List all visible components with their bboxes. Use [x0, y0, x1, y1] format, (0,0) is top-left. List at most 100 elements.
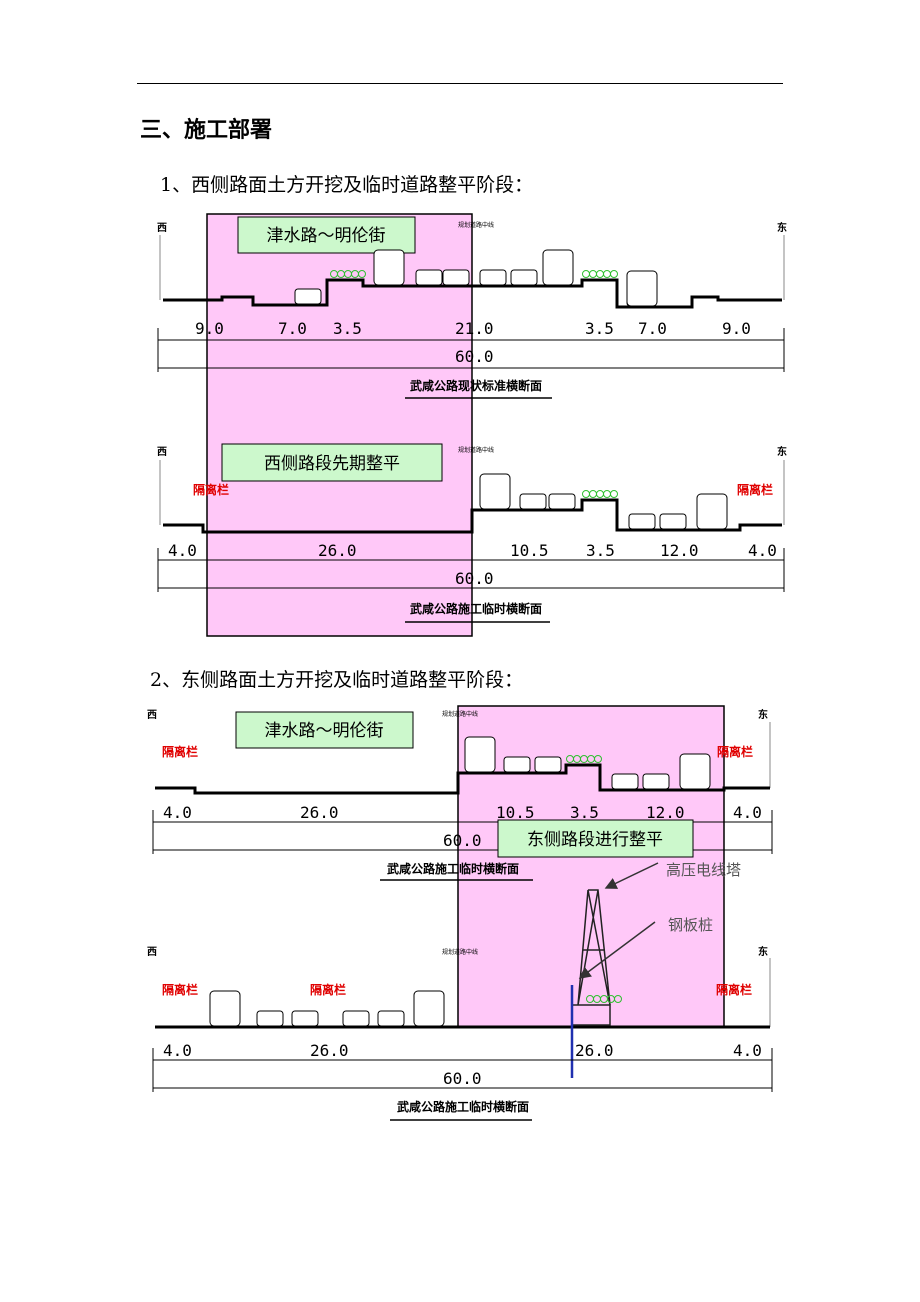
car-icon	[659, 513, 687, 530]
barrier-label: 隔离栏	[162, 982, 198, 997]
car-icon	[342, 1010, 370, 1027]
dim: 21.0	[455, 319, 494, 338]
dim: 3.5	[333, 319, 362, 338]
west-label: 西	[147, 946, 157, 958]
bus-icon	[479, 473, 511, 510]
car-icon	[611, 773, 639, 790]
label-box	[235, 711, 414, 749]
subsection-1-title: 1、西侧路面土方开挖及临时道路整平阶段：	[160, 174, 534, 196]
car-icon	[256, 1010, 284, 1027]
barrier-label: 隔离栏	[716, 982, 752, 997]
car-icon	[503, 756, 531, 773]
car-icon	[628, 513, 656, 530]
label-box-text: 东侧路段进行整平	[527, 830, 663, 850]
diagram-title: 武咸公路现状标准横断面	[410, 378, 542, 393]
section-heading: 三、施工部署	[140, 117, 273, 143]
shrub-icon	[603, 490, 611, 498]
car-icon	[415, 269, 443, 286]
label-box	[237, 216, 416, 254]
bus-icon	[542, 249, 574, 286]
bus-icon	[696, 493, 728, 530]
centerline-label: 规划道路中线	[442, 948, 478, 956]
centerline-label: 规划道路中线	[458, 221, 494, 229]
shrub-icon	[596, 490, 604, 498]
label-box	[221, 443, 443, 482]
west-label: 西	[147, 709, 157, 721]
dim: 9.0	[195, 319, 224, 338]
bus-icon	[209, 990, 241, 1027]
dim: 26.0	[575, 1041, 614, 1060]
total-dim: 60.0	[455, 347, 494, 366]
dim: 4.0	[748, 541, 777, 560]
shrub-icon	[610, 490, 618, 498]
shrub-icon	[358, 270, 366, 278]
bus-icon	[626, 270, 658, 307]
shrub-icon	[594, 755, 602, 763]
label-box-text: 津水路～明伦街	[265, 721, 384, 741]
bus-icon	[464, 736, 496, 773]
car-icon	[479, 269, 507, 286]
dim: 26.0	[300, 803, 339, 822]
car-icon	[377, 1010, 405, 1027]
dim: 9.0	[722, 319, 751, 338]
dim: 10.5	[496, 803, 535, 822]
car-icon	[642, 773, 670, 790]
shrub-icon	[610, 270, 618, 278]
dim: 10.5	[510, 541, 549, 560]
dim: 3.5	[570, 803, 599, 822]
barrier-label: 隔离栏	[310, 982, 346, 997]
dim: 26.0	[318, 541, 357, 560]
subsection-2-title: 2、东侧路面土方开挖及临时道路整平阶段：	[150, 669, 524, 691]
road-profile	[155, 763, 770, 795]
bus-icon	[373, 249, 405, 286]
tower-annotation: 高压电线塔	[666, 861, 741, 879]
car-icon	[510, 269, 538, 286]
bus-icon	[679, 753, 711, 790]
shrub-icon	[589, 270, 597, 278]
dim: 4.0	[168, 541, 197, 560]
pile-annotation: 钢板桩	[668, 916, 713, 934]
barrier-label: 隔离栏	[193, 482, 229, 497]
centerline-label: 规划道路中线	[458, 446, 494, 454]
car-icon	[548, 493, 576, 510]
label-box	[497, 819, 694, 858]
dim: 4.0	[163, 803, 192, 822]
dim: 3.5	[585, 319, 614, 338]
diagram-title: 武咸公路施工临时横断面	[410, 601, 542, 616]
bus-icon	[413, 990, 445, 1027]
diagram-1: 津水路～明伦街 西 东 规划道路中线 9.0 7.0 3.5 21.0 3.5 …	[157, 216, 787, 399]
west-label: 西	[157, 222, 167, 234]
diagram-2: 西侧路段先期整平 西 东 规划道路中线 隔离栏 隔离栏 4.0 26.0 10.…	[157, 443, 787, 623]
shrub-icon	[603, 270, 611, 278]
shrub-icon	[582, 270, 590, 278]
barrier-label: 隔离栏	[737, 482, 773, 497]
east-label: 东	[758, 708, 768, 721]
dim: 12.0	[660, 541, 699, 560]
road-profile	[163, 498, 782, 534]
dim: 4.0	[733, 803, 762, 822]
shrub-icon	[614, 995, 622, 1003]
dim: 4.0	[733, 1041, 762, 1060]
shrub-icon	[589, 490, 597, 498]
dim: 3.5	[586, 541, 615, 560]
barrier-label: 隔离栏	[717, 744, 753, 759]
dim: 7.0	[638, 319, 667, 338]
barrier-label: 隔离栏	[162, 744, 198, 759]
dim: 12.0	[646, 803, 685, 822]
shrub-icon	[582, 490, 590, 498]
centerline-label: 规划道路中线	[442, 710, 478, 718]
header-rule	[137, 83, 783, 84]
vehicles	[209, 249, 728, 1027]
dim: 7.0	[278, 319, 307, 338]
east-label: 东	[777, 221, 787, 234]
total-dim: 60.0	[443, 1069, 482, 1088]
car-icon	[442, 269, 470, 286]
car-icon	[291, 1010, 319, 1027]
east-label: 东	[758, 945, 768, 958]
total-dim: 60.0	[455, 569, 494, 588]
road-profile	[163, 278, 782, 309]
car-icon	[294, 288, 322, 305]
label-box-text: 津水路～明伦街	[267, 226, 386, 246]
dim: 4.0	[163, 1041, 192, 1060]
